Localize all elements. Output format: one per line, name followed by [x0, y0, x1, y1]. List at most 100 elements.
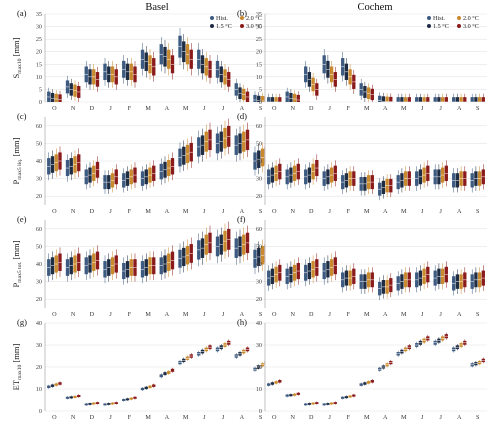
y-tick-label: 40	[256, 261, 262, 268]
col-title-basel: Basel	[145, 2, 168, 13]
x-tick-label: J	[440, 311, 443, 318]
y-tick-label: 15	[256, 61, 262, 68]
box-30c	[426, 97, 430, 102]
box-20c	[148, 385, 152, 388]
col-title-cochem: Cochem	[358, 2, 393, 13]
box-15c	[437, 97, 441, 102]
x-tick-label: O	[52, 105, 57, 112]
y-tick-label: 50	[36, 243, 42, 250]
x-tick-label: J	[329, 208, 332, 215]
x-tick-label: J	[440, 208, 443, 215]
y-tick-label: 40	[256, 320, 262, 327]
x-tick-label: A	[383, 105, 388, 112]
x-tick-label: M	[145, 105, 151, 112]
x-tick-label: J	[329, 414, 332, 421]
box-15c	[289, 92, 293, 102]
legend-swatch	[427, 16, 431, 20]
box-15c	[88, 403, 92, 405]
y-axis-label: ETmax10 [mm]	[11, 344, 23, 391]
box-30c	[278, 97, 282, 102]
x-tick-label: S	[476, 208, 480, 215]
y-tick-label: 0	[39, 99, 42, 106]
x-tick-label: M	[401, 311, 407, 318]
x-tick-label: J	[329, 105, 332, 112]
box-30c	[352, 394, 356, 397]
y-tick-label: 30	[36, 342, 42, 349]
x-tick-label: J	[109, 414, 112, 421]
x-tick-label: S	[259, 414, 263, 421]
y-tick-label: 40	[36, 158, 42, 165]
legend-label: Hist.	[216, 15, 228, 22]
box-hist	[103, 403, 107, 406]
y-tick-label: 5	[39, 86, 42, 93]
x-tick-label: M	[401, 414, 407, 421]
x-tick-label: J	[222, 414, 225, 421]
box-hist	[285, 394, 289, 397]
x-tick-label: J	[421, 208, 424, 215]
box-20c	[73, 395, 77, 398]
x-tick-label: A	[457, 414, 462, 421]
y-tick-label: 30	[36, 176, 42, 183]
x-tick-label: J	[421, 105, 424, 112]
x-tick-label: O	[272, 414, 277, 421]
legend-label: 1.5 °C	[216, 23, 232, 30]
x-tick-label: J	[109, 105, 112, 112]
x-tick-label: O	[52, 311, 57, 318]
y-tick-label: 50	[256, 243, 262, 250]
x-tick-label: N	[71, 311, 76, 318]
y-tick-label: 30	[256, 24, 262, 31]
box-20c	[274, 381, 278, 384]
x-tick-label: S	[259, 311, 263, 318]
box-20c	[260, 96, 265, 102]
y-tick-label: 60	[36, 123, 42, 130]
x-tick-label: A	[240, 105, 245, 112]
box-20c	[477, 97, 482, 102]
y-tick-label: 25	[256, 36, 262, 43]
legend-swatch	[210, 16, 214, 20]
legend-swatch	[457, 16, 461, 20]
y-tick-label: 30	[256, 279, 262, 286]
box-hist	[378, 95, 382, 102]
x-tick-label: A	[165, 208, 170, 215]
x-tick-label: J	[203, 208, 206, 215]
x-tick-label: M	[401, 105, 407, 112]
x-tick-label: O	[272, 105, 277, 112]
box-hist	[253, 94, 257, 102]
x-tick-label: N	[71, 414, 76, 421]
box-15c	[289, 394, 293, 397]
x-tick-label: A	[457, 208, 462, 215]
box-15c	[144, 386, 148, 390]
y-tick-label: 40	[256, 158, 262, 165]
y-tick-label: 0	[39, 408, 42, 415]
x-tick-label: A	[383, 414, 388, 421]
y-tick-label: 20	[256, 364, 262, 371]
box-20c	[366, 381, 371, 384]
box-30c	[133, 396, 137, 399]
box-30c	[58, 382, 62, 385]
x-tick-label: D	[309, 414, 314, 421]
panel-label: (f)	[237, 214, 246, 224]
x-tick-label: J	[421, 414, 424, 421]
box-15c	[163, 372, 167, 376]
box-30c	[315, 402, 319, 404]
x-tick-label: A	[383, 208, 388, 215]
panel-f: 20 30 40 50 60 (f) O N D J F M A M J J A S	[237, 214, 487, 318]
panel-d: 20 30 40 50 60 (d) O N D J F M A M J J A S	[237, 111, 487, 215]
legend-swatch	[240, 16, 244, 20]
x-tick-label: S	[259, 105, 263, 112]
box-hist	[396, 97, 400, 102]
y-tick-label: 30	[256, 176, 262, 183]
box-15c	[125, 398, 130, 401]
panel-g: 0 10 20 30 40 (g) ETmax10 [mm] O N D J F M A M J J A S	[11, 317, 270, 421]
y-tick-label: 35	[256, 11, 262, 18]
y-tick-label: 0	[259, 99, 262, 106]
x-tick-label: M	[364, 414, 370, 421]
y-tick-label: 30	[36, 279, 42, 286]
x-tick-label: D	[90, 414, 95, 421]
box-20c	[385, 96, 389, 102]
box-20c	[167, 371, 171, 374]
y-tick-label: 10	[256, 386, 262, 393]
x-tick-label: M	[183, 105, 189, 112]
y-tick-label: 5	[259, 86, 262, 93]
x-tick-label: S	[476, 105, 480, 112]
